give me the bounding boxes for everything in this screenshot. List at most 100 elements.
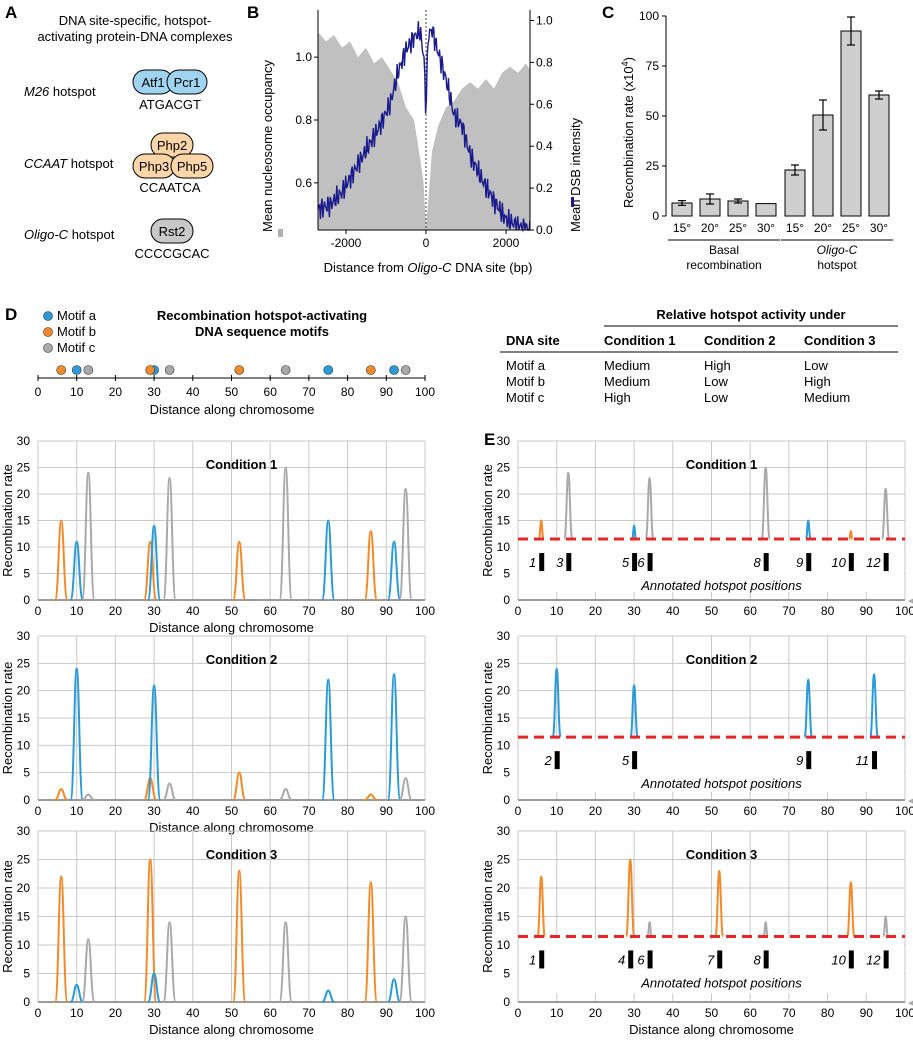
m26-name: M26 [24, 84, 50, 99]
axis-arrow-icon: ◂ [908, 795, 913, 807]
dsb-intensity-line [317, 21, 531, 233]
x-tick-label: 20 [109, 1006, 123, 1020]
panel-e-letter: E [484, 430, 495, 449]
c-y-tick-label: 0 [652, 209, 659, 223]
peak-motif-b [537, 519, 545, 541]
php2-label: Php2 [157, 138, 187, 153]
x-tick-label: 20 [589, 604, 603, 618]
peak-motif-b [364, 793, 378, 801]
peak-motif-b [846, 881, 856, 938]
y-tick-label: 5 [23, 766, 30, 780]
c-category-label: 20° [701, 221, 719, 235]
y-tick-label: 0 [23, 995, 30, 1009]
peak-motif-a [386, 673, 402, 801]
y-tick-label: 30 [17, 629, 31, 643]
peak-motif-c [162, 477, 177, 601]
panel-d-condition-1-plot: 0 10 20 30 40 50 60 70 80 90 100 0 5 10 15 20 25 30 Recomb… [0, 434, 435, 635]
motif-c-legend-label: Motif c [57, 340, 96, 355]
y-tick-label: 15 [17, 711, 31, 725]
b-yr-tick-label: 0.6 [536, 97, 553, 111]
annotated-positions-label: Annotated hotspot positions [640, 975, 802, 990]
table-cell: Low [804, 358, 828, 373]
hotspot-number: 4 [618, 952, 625, 967]
x-tick-label: 70 [302, 804, 316, 818]
y-tick-label: 15 [17, 910, 31, 924]
y-tick-label: 5 [503, 567, 510, 581]
table-header-main: Relative hotspot activity under [656, 307, 845, 322]
y-tick-label: 25 [497, 461, 511, 475]
peak-motif-b [143, 540, 158, 601]
y-tick-label: 10 [497, 738, 511, 752]
peak-motif-b [848, 530, 854, 541]
motif-a-dot [71, 365, 82, 375]
m26-hotspot-label: M26 hotspot [24, 84, 96, 99]
dsb-legend-swatch [571, 197, 574, 207]
hotspot-number: 9 [796, 753, 803, 768]
m26-suffix: hotspot [49, 84, 96, 99]
x-tick-label: 0 [515, 1006, 522, 1020]
y-tick-label: 30 [497, 629, 511, 643]
y-tick-label: 15 [497, 514, 511, 528]
y-axis-label: Recombination rate [0, 464, 15, 577]
panel-b-letter: B [247, 3, 259, 22]
panel-d-condition-3-plot: 0 10 20 30 40 50 60 70 80 90 100 0 5 10 15 20 25 30 Recomb… [0, 824, 435, 1037]
x-tick-label: 30 [147, 804, 161, 818]
x-tick-label: 40 [666, 804, 680, 818]
x-tick-label: 70 [302, 604, 316, 618]
c-category-label: 30° [757, 221, 775, 235]
hotspot-activity-table: Relative hotspot activity under DNA site… [500, 307, 898, 405]
b-yr-tick-label: 0.4 [536, 139, 553, 153]
table-cell: High [704, 358, 731, 373]
hotspot-number: 10 [831, 555, 846, 570]
ccaat-name: CCAAT [24, 156, 68, 171]
x-axis-label: Distance along chromosome [149, 620, 314, 635]
x-tick-label: 60 [264, 1006, 278, 1020]
motif-c-dot [400, 365, 411, 375]
x-tick-label: 70 [782, 1006, 796, 1020]
x-tick-label: 80 [341, 1006, 355, 1020]
m26-sequence: ATGACGT [139, 97, 201, 112]
y-axis-label: Recombination rate [480, 662, 495, 775]
peak-motif-a [146, 972, 162, 1003]
x-tick-label: 10 [70, 1006, 84, 1020]
x-tick-label: 10 [550, 804, 564, 818]
c-bar [784, 169, 806, 217]
panel-c-ylabel-end: ) [621, 57, 636, 61]
x-tick-label: 20 [589, 1006, 603, 1020]
peak-motif-b [232, 540, 247, 601]
table-row: Motif b Medium Low High [506, 374, 831, 389]
b-yl-tick-label: 1.0 [295, 50, 312, 64]
y-axis-label: Recombination rate [0, 860, 15, 973]
peak-motif-a [551, 667, 562, 739]
hotspot-number: 1 [529, 555, 536, 570]
strip-tick-label: 50 [225, 385, 239, 399]
peak-motif-c [563, 471, 574, 541]
y-tick-label: 5 [23, 967, 30, 981]
hotspot-marker [848, 950, 854, 969]
panel-b-xlabel: Distance from Oligo-C DNA site (bp) [324, 260, 533, 275]
x-tick-label: 50 [225, 604, 239, 618]
c-category-label: 25° [842, 221, 860, 235]
motif-a-dot [389, 365, 399, 375]
x-tick-label: 40 [666, 1006, 680, 1020]
peak-motif-c [760, 466, 771, 541]
panel-c-ylabel-main: Recombination rate (x10 [621, 66, 636, 208]
hotspot-number: 8 [753, 952, 761, 967]
hotspot-marker [554, 751, 560, 770]
hotspot-marker [883, 950, 889, 969]
x-tick-label: 100 [415, 604, 435, 618]
table-cell: Low [704, 374, 728, 389]
strip-tick-label: 100 [415, 385, 435, 399]
x-tick-label: 70 [782, 604, 796, 618]
c-category-label: 20° [814, 221, 832, 235]
peak-motif-b [363, 881, 379, 1003]
panel-d-title-line1: Recombination hotspot-activating [157, 308, 367, 323]
peak-motif-a [69, 983, 84, 1003]
peak-motif-a [803, 678, 813, 739]
peak-motif-c [278, 466, 293, 601]
motif-a-dot [323, 365, 334, 375]
strip-tick-label: 90 [380, 385, 394, 399]
y-axis-label: Recombination rate [0, 662, 15, 775]
peak-motif-c [279, 788, 293, 801]
panel-a: A DNA site-specific, hotspot- activating… [5, 3, 233, 261]
